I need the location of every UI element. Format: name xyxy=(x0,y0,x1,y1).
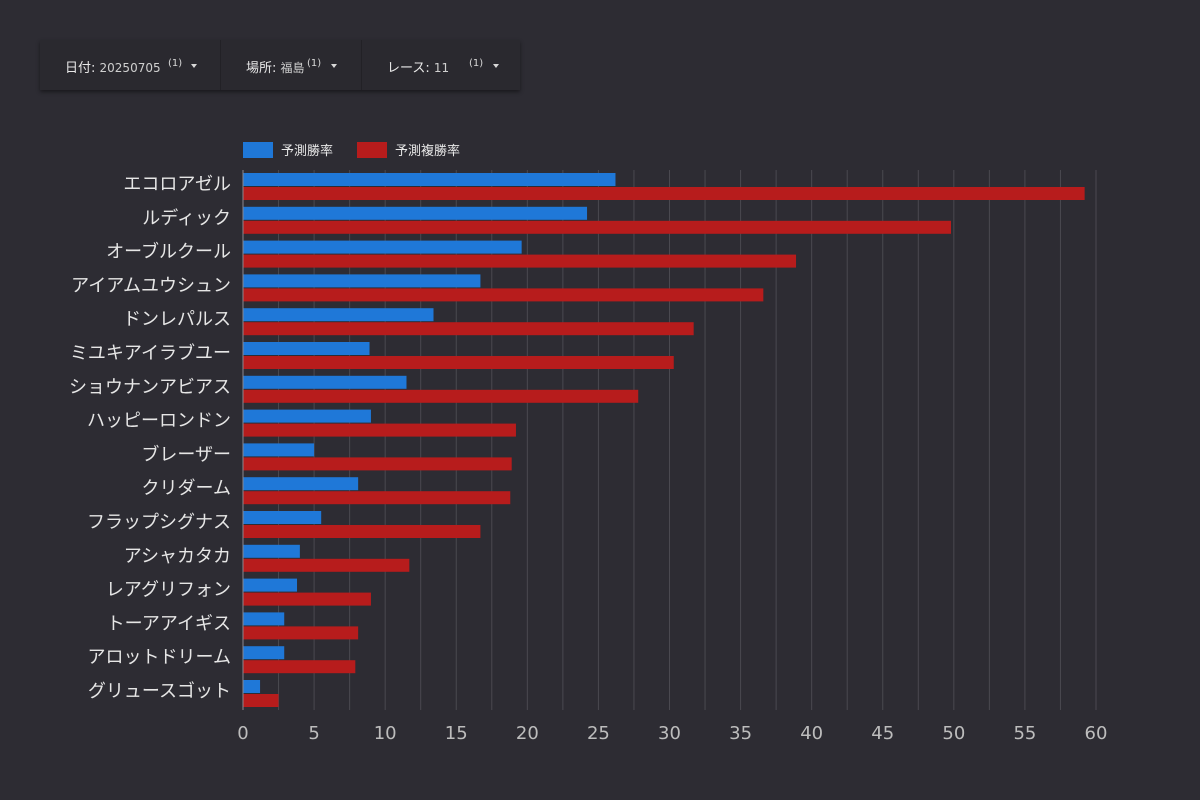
date-filter-value: 20250705 xyxy=(99,61,161,75)
category-label: ルディック xyxy=(142,208,231,229)
category-label: ハッピーロンドン xyxy=(87,411,231,432)
category-label: トーアアイギス xyxy=(107,613,231,634)
bar-win[interactable] xyxy=(243,511,322,524)
bar-win[interactable] xyxy=(243,206,588,220)
chevron-down-icon xyxy=(331,64,337,68)
bar-win[interactable] xyxy=(243,477,359,491)
race-filter-count: (1) xyxy=(469,58,484,69)
bar-place[interactable] xyxy=(243,187,1085,200)
x-tick-label: 60 xyxy=(1085,723,1108,744)
bar-place[interactable] xyxy=(243,592,371,606)
category-label: フラップシグナス xyxy=(87,512,231,533)
legend-label-win: 予測勝率 xyxy=(281,144,334,159)
bar-win[interactable] xyxy=(243,578,298,592)
date-filter-label: 日付: 20250705 xyxy=(65,61,161,76)
bar-win[interactable] xyxy=(243,173,616,186)
bar-place[interactable] xyxy=(243,694,279,707)
date-filter-count: (1) xyxy=(168,58,183,69)
chevron-down-icon xyxy=(493,64,499,68)
bar-place[interactable] xyxy=(243,322,694,336)
bar-place[interactable] xyxy=(243,558,410,572)
race-filter-value: 11 xyxy=(433,61,450,75)
bar-place[interactable] xyxy=(243,389,639,403)
bar-place[interactable] xyxy=(243,457,512,471)
x-tick-label: 50 xyxy=(942,723,965,744)
bar-win[interactable] xyxy=(243,274,481,288)
category-label: ミユキアイラブユー xyxy=(70,342,231,364)
bar-win[interactable] xyxy=(243,375,407,389)
category-label: レアグリフォン xyxy=(106,580,231,601)
category-label: アロットドリーム xyxy=(88,647,231,668)
bar-win[interactable] xyxy=(243,680,261,693)
bar-win[interactable] xyxy=(243,240,522,254)
x-tick-label: 15 xyxy=(445,723,468,744)
bar-place[interactable] xyxy=(243,491,511,505)
filter-bar: 日付: 20250705 (1) 場所: 福島 (1) レース: 11 (1) xyxy=(40,40,520,90)
x-tick-label: 20 xyxy=(516,723,539,744)
legend-swatch-place xyxy=(357,141,388,158)
bar-win[interactable] xyxy=(243,342,370,355)
bar-place[interactable] xyxy=(243,423,516,437)
category-label: グリュースゴット xyxy=(88,681,231,702)
category-label: オーブルクール xyxy=(106,241,231,263)
category-label: エコロアゼル xyxy=(123,174,231,195)
place-filter-count: (1) xyxy=(307,58,322,69)
x-tick-label: 5 xyxy=(308,723,319,744)
x-tick-label: 25 xyxy=(587,723,610,744)
place-filter-label: 場所: 福島 xyxy=(246,61,305,76)
x-tick-label: 55 xyxy=(1013,723,1036,744)
chart-legend: 予測勝率 予測複勝率 xyxy=(243,140,484,159)
bar-win[interactable] xyxy=(243,443,315,457)
bar-chart: エコロアゼルルディックオーブルクールアイアムユウシュンドンレパルスミユキアイラブ… xyxy=(69,170,1108,744)
place-filter[interactable]: 場所: 福島 (1) xyxy=(221,40,362,90)
category-label: ショウナンアビアス xyxy=(69,377,231,398)
legend-item-win[interactable]: 予測勝率 xyxy=(243,140,333,159)
x-tick-label: 40 xyxy=(800,723,823,744)
bar-place[interactable] xyxy=(243,356,674,369)
date-filter[interactable]: 日付: 20250705 (1) xyxy=(40,40,221,90)
bar-place[interactable] xyxy=(243,660,356,674)
category-label: クリダーム xyxy=(142,478,231,499)
x-tick-label: 45 xyxy=(871,723,894,744)
category-label: アシャカタカ xyxy=(124,546,231,567)
x-tick-label: 10 xyxy=(374,723,397,744)
legend-swatch-win xyxy=(243,141,273,158)
bar-place[interactable] xyxy=(243,288,764,302)
race-filter-label: レース: 11 xyxy=(387,61,450,76)
bar-place[interactable] xyxy=(243,626,359,640)
legend-label-place: 予測複勝率 xyxy=(395,144,461,159)
bar-win[interactable] xyxy=(243,612,285,626)
bar-win[interactable] xyxy=(243,646,285,660)
legend-item-place[interactable]: 予測複勝率 xyxy=(357,140,460,159)
bar-place[interactable] xyxy=(243,220,951,234)
race-filter[interactable]: レース: 11 (1) xyxy=(362,40,520,90)
chart-area: 予測勝率 予測複勝率 エコロアゼルルディックオーブルクールアイアムユウシュンドン… xyxy=(0,120,1200,800)
x-tick-label: 30 xyxy=(658,723,681,744)
bar-place[interactable] xyxy=(243,525,481,538)
category-label: ドンレパルス xyxy=(123,309,231,330)
category-label: ブレーザー xyxy=(141,443,231,465)
bar-win[interactable] xyxy=(243,308,434,322)
chevron-down-icon xyxy=(191,64,197,68)
bar-win[interactable] xyxy=(243,544,300,558)
bar-win[interactable] xyxy=(243,409,371,423)
x-tick-label: 0 xyxy=(237,723,248,744)
category-label: アイアムユウシュン xyxy=(71,275,231,296)
x-tick-label: 35 xyxy=(729,723,752,744)
bar-place[interactable] xyxy=(243,254,797,268)
place-filter-value: 福島 xyxy=(280,61,305,75)
